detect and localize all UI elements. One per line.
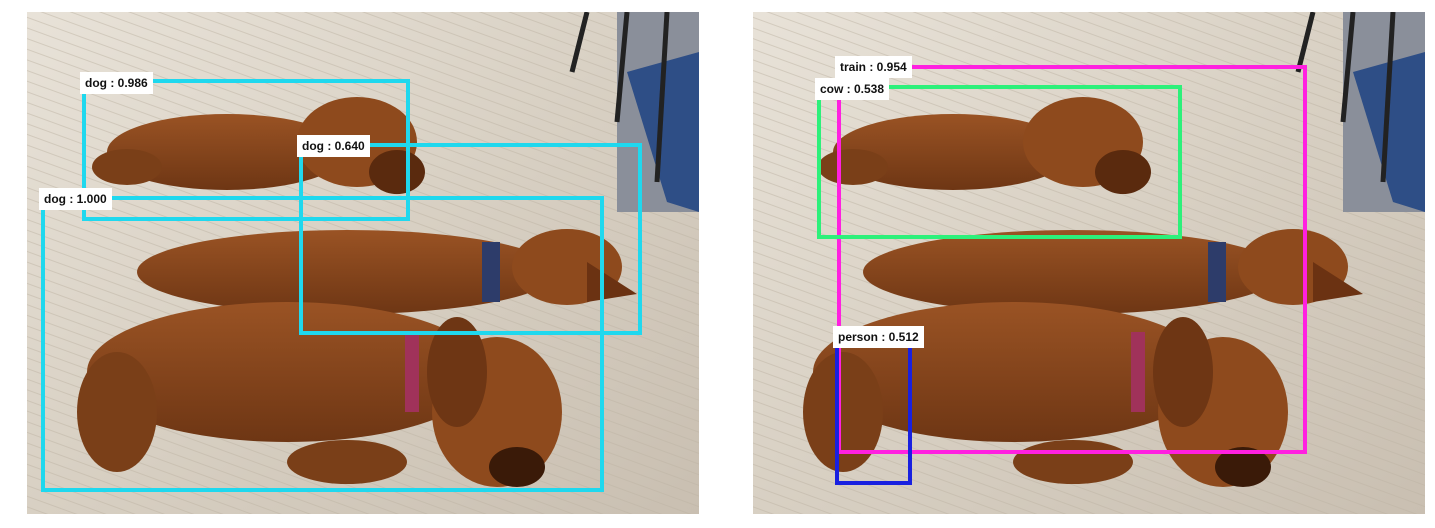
detection-box <box>817 85 1182 239</box>
detection-label: person : 0.512 <box>833 326 924 348</box>
detection-label: dog : 0.986 <box>80 72 153 94</box>
detection-box <box>835 330 912 485</box>
detection-label: cow : 0.538 <box>815 78 889 100</box>
detection-image-left: dog : 0.986 dog : 0.640 dog : 1.000 <box>27 12 699 514</box>
detection-label: dog : 1.000 <box>39 188 112 210</box>
detection-image-right: train : 0.954 cow : 0.538 person : 0.512 <box>753 12 1425 514</box>
detection-label: dog : 0.640 <box>297 135 370 157</box>
detection-box <box>41 196 604 492</box>
detection-label: train : 0.954 <box>835 56 912 78</box>
